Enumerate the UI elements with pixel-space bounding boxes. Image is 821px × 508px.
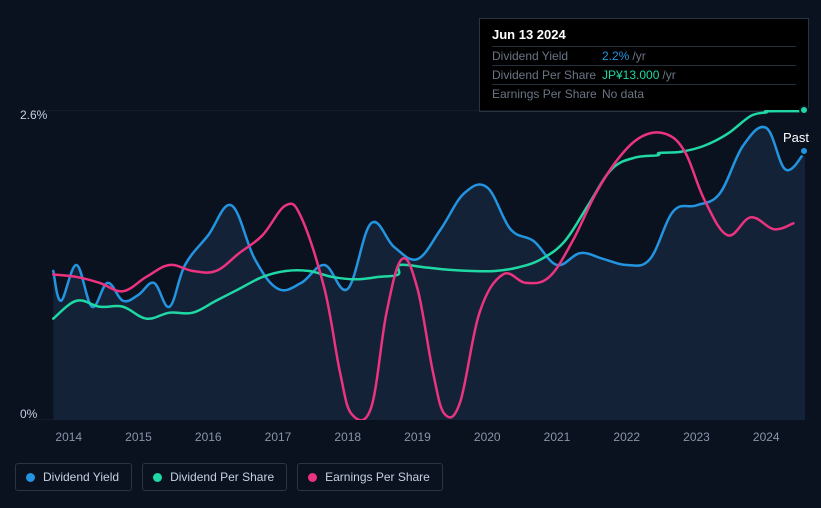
x-axis-label: 2016 xyxy=(195,430,222,444)
tooltip-row: Earnings Per ShareNo data xyxy=(492,84,796,103)
legend-dot xyxy=(153,473,162,482)
x-axis-label: 2023 xyxy=(683,430,710,444)
legend-dot xyxy=(308,473,317,482)
legend-label: Dividend Yield xyxy=(43,470,119,484)
tooltip-value: JP¥13.000/yr xyxy=(602,68,676,82)
x-axis-label: 2024 xyxy=(753,430,780,444)
tooltip-value: 2.2%/yr xyxy=(602,49,646,63)
tooltip-row: Dividend Yield2.2%/yr xyxy=(492,46,796,65)
legend: Dividend Yield Dividend Per Share Earnings… xyxy=(15,463,443,491)
end-marker-dividend-per-share xyxy=(799,105,809,115)
chart-svg xyxy=(30,110,805,420)
x-axis-label: 2019 xyxy=(404,430,431,444)
x-axis-label: 2022 xyxy=(613,430,640,444)
chart-container: Jun 13 2024 Dividend Yield2.2%/yrDividen… xyxy=(0,0,821,508)
past-label: Past xyxy=(783,130,809,145)
end-marker-dividend-yield xyxy=(799,146,809,156)
legend-item[interactable]: Dividend Per Share xyxy=(142,463,287,491)
tooltip-suffix: /yr xyxy=(662,68,675,82)
x-axis: 2014 2015 2016 2017 2018 2019 2020 2021 2022 2023… xyxy=(30,430,805,450)
tooltip-value: No data xyxy=(602,87,644,101)
legend-label: Dividend Per Share xyxy=(170,470,274,484)
x-axis-label: 2014 xyxy=(55,430,82,444)
legend-item[interactable]: Dividend Yield xyxy=(15,463,132,491)
legend-label: Earnings Per Share xyxy=(325,470,430,484)
x-axis-label: 2021 xyxy=(544,430,571,444)
x-axis-label: 2020 xyxy=(474,430,501,444)
x-axis-label: 2015 xyxy=(125,430,152,444)
tooltip-row: Dividend Per ShareJP¥13.000/yr xyxy=(492,65,796,84)
tooltip-panel: Jun 13 2024 Dividend Yield2.2%/yrDividen… xyxy=(479,18,809,112)
legend-item[interactable]: Earnings Per Share xyxy=(297,463,443,491)
x-axis-label: 2018 xyxy=(334,430,361,444)
tooltip-date: Jun 13 2024 xyxy=(492,27,796,42)
tooltip-label: Dividend Yield xyxy=(492,49,602,63)
x-axis-label: 2017 xyxy=(265,430,292,444)
tooltip-label: Earnings Per Share xyxy=(492,87,602,101)
plot-area[interactable] xyxy=(30,110,805,420)
tooltip-suffix: /yr xyxy=(632,49,645,63)
tooltip-label: Dividend Per Share xyxy=(492,68,602,82)
legend-dot xyxy=(26,473,35,482)
